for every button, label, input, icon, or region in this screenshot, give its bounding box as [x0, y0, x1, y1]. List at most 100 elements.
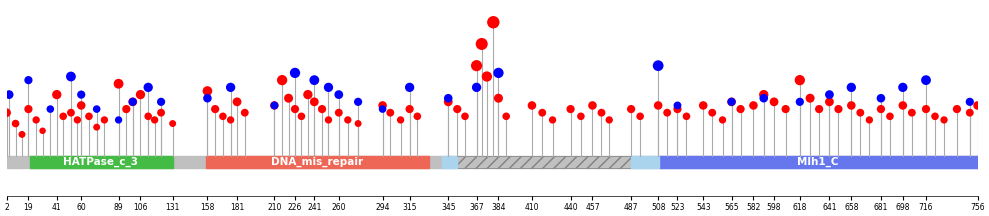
- Point: [29, 118, 45, 122]
- Point: [140, 86, 156, 89]
- Point: [229, 100, 245, 103]
- Point: [811, 107, 827, 111]
- Point: [756, 93, 771, 96]
- Point: [287, 71, 303, 75]
- Point: [777, 107, 793, 111]
- Point: [918, 78, 934, 82]
- Point: [208, 107, 224, 111]
- Point: [146, 118, 162, 122]
- Point: [266, 104, 282, 107]
- Point: [524, 104, 540, 107]
- Bar: [631, 156, 660, 168]
- Point: [440, 100, 456, 103]
- Point: [440, 97, 456, 100]
- Point: [200, 89, 216, 93]
- Point: [457, 114, 473, 118]
- Point: [55, 114, 71, 118]
- Text: Mlh1_C: Mlh1_C: [797, 157, 839, 167]
- Text: HATPase_c_3: HATPase_c_3: [63, 157, 138, 167]
- Point: [927, 114, 943, 118]
- Point: [822, 93, 838, 96]
- Bar: [7, 156, 977, 168]
- Point: [63, 111, 79, 114]
- Point: [89, 125, 105, 129]
- Point: [21, 78, 37, 82]
- Point: [724, 100, 740, 103]
- Point: [733, 107, 749, 111]
- Point: [340, 118, 356, 122]
- Point: [491, 97, 506, 100]
- Point: [949, 107, 965, 111]
- Point: [853, 111, 868, 114]
- Point: [962, 100, 978, 103]
- Point: [895, 104, 911, 107]
- Point: [81, 114, 97, 118]
- Point: [153, 111, 169, 114]
- Point: [274, 78, 290, 82]
- Point: [48, 93, 64, 96]
- Point: [350, 122, 366, 125]
- Point: [315, 107, 330, 111]
- Point: [294, 114, 310, 118]
- Point: [704, 111, 720, 114]
- Point: [111, 118, 127, 122]
- Point: [266, 104, 282, 107]
- Point: [375, 107, 391, 111]
- Point: [756, 97, 771, 100]
- Point: [21, 107, 37, 111]
- Point: [111, 82, 127, 86]
- Point: [320, 86, 336, 89]
- Point: [632, 114, 648, 118]
- Point: [593, 111, 609, 114]
- Point: [802, 97, 818, 100]
- Point: [584, 104, 600, 107]
- Point: [563, 107, 579, 111]
- Point: [962, 111, 978, 114]
- Bar: [206, 156, 429, 168]
- Point: [331, 93, 347, 96]
- Point: [1, 93, 17, 96]
- Point: [861, 118, 877, 122]
- Point: [119, 107, 135, 111]
- Point: [678, 114, 694, 118]
- Text: DNA_mis_repair: DNA_mis_repair: [271, 157, 363, 167]
- Point: [844, 86, 859, 89]
- Point: [895, 86, 911, 89]
- Point: [0, 111, 15, 114]
- Point: [882, 114, 898, 118]
- Point: [969, 104, 985, 107]
- Point: [73, 93, 89, 96]
- Point: [402, 107, 417, 111]
- Point: [486, 21, 501, 24]
- Point: [545, 118, 561, 122]
- Point: [623, 107, 639, 111]
- Point: [650, 104, 666, 107]
- Bar: [30, 156, 173, 168]
- Point: [133, 93, 148, 96]
- Point: [69, 118, 85, 122]
- Point: [8, 122, 24, 125]
- Point: [307, 100, 322, 103]
- Point: [873, 97, 889, 100]
- Point: [601, 118, 617, 122]
- Point: [307, 78, 322, 82]
- Point: [822, 100, 838, 103]
- Point: [402, 86, 417, 89]
- Point: [937, 118, 952, 122]
- Point: [831, 107, 847, 111]
- Point: [165, 122, 181, 125]
- Point: [153, 100, 169, 103]
- Point: [695, 104, 711, 107]
- Point: [715, 118, 731, 122]
- Bar: [448, 156, 631, 168]
- Point: [918, 107, 934, 111]
- Point: [904, 111, 920, 114]
- Point: [474, 42, 490, 46]
- Point: [393, 118, 408, 122]
- Point: [792, 78, 808, 82]
- Point: [573, 114, 588, 118]
- Point: [215, 114, 230, 118]
- Point: [331, 111, 347, 114]
- Point: [200, 97, 216, 100]
- Point: [375, 104, 391, 107]
